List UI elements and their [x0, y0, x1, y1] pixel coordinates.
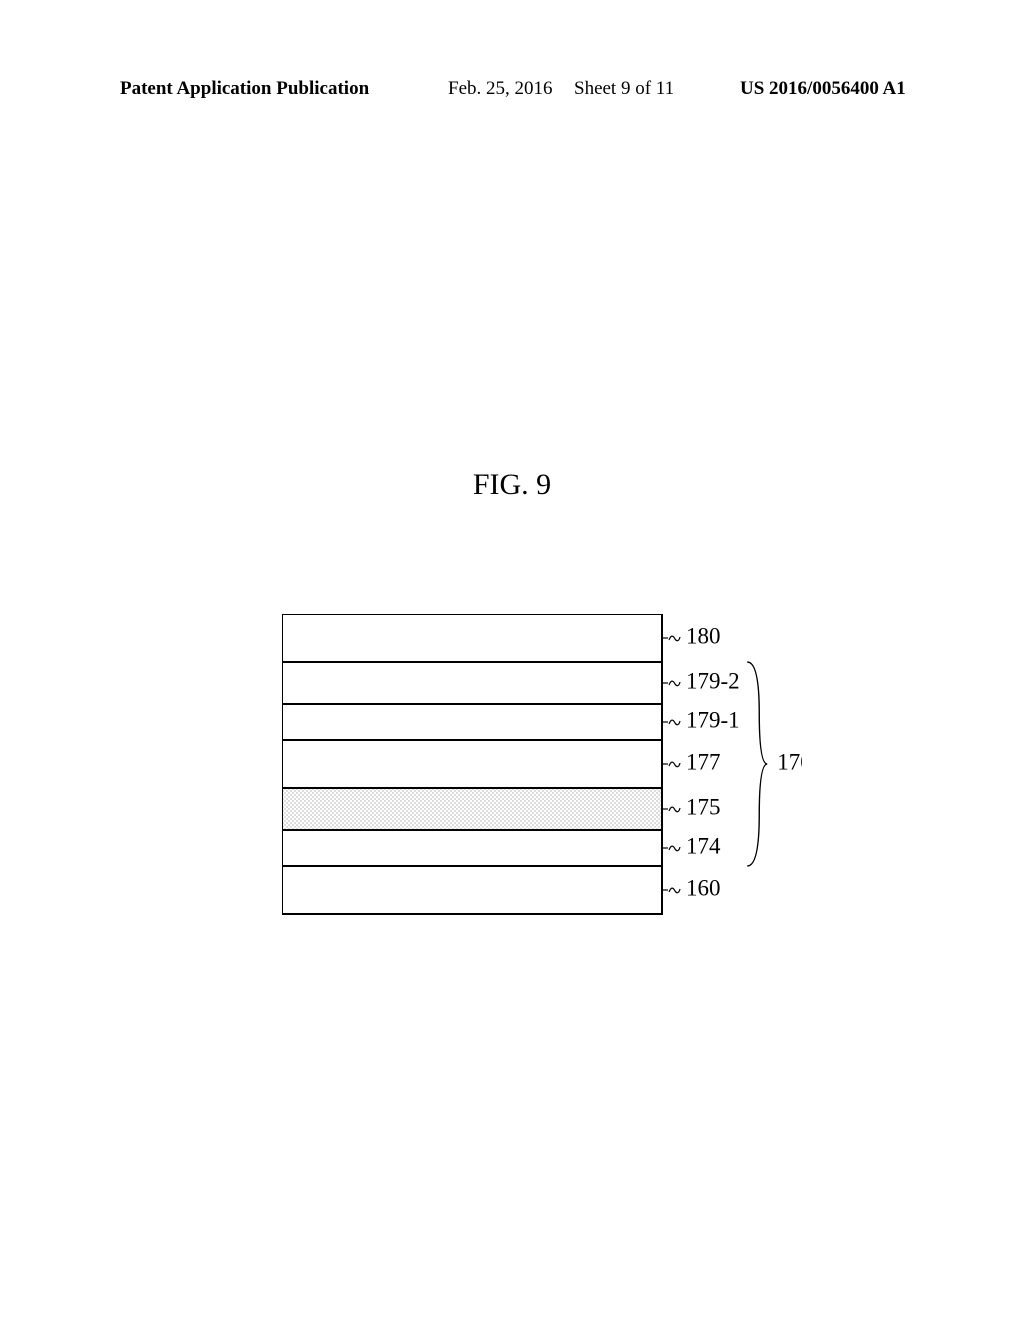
layer-174 — [282, 830, 662, 866]
layer-label-179-2: 179-2 — [686, 668, 740, 693]
layer-label-160: 160 — [686, 875, 721, 900]
layer-label-175: 175 — [686, 794, 721, 819]
layer-177 — [282, 740, 662, 788]
tilde-mark — [669, 846, 680, 851]
layer-label-174: 174 — [686, 833, 721, 858]
tilde-mark — [669, 888, 680, 893]
document-number: US 2016/0056400 A1 — [740, 78, 906, 100]
figure-title: FIG. 9 — [0, 468, 1024, 502]
layer-label-179-1: 179-1 — [686, 707, 740, 732]
layer-180 — [282, 614, 662, 662]
layer-175 — [282, 788, 662, 830]
tilde-mark — [669, 681, 680, 686]
tilde-mark — [669, 720, 680, 725]
publication-date: Feb. 25, 2016 — [448, 78, 553, 100]
tilde-mark — [669, 762, 680, 767]
tilde-mark — [669, 636, 680, 641]
publication-label: Patent Application Publication — [120, 78, 369, 100]
layer-160 — [282, 866, 662, 914]
group-label: 170 — [777, 749, 802, 774]
group-brace — [747, 662, 767, 866]
layer-179-1 — [282, 704, 662, 740]
layer-label-180: 180 — [686, 623, 721, 648]
layer-label-177: 177 — [686, 749, 721, 774]
layer-179-2 — [282, 662, 662, 704]
page: Patent Application Publication Feb. 25, … — [0, 0, 1024, 1320]
sheet-number: Sheet 9 of 11 — [574, 78, 674, 100]
layer-diagram: 180 179-2 179-1 177 175 174 160 170 — [282, 614, 802, 954]
tilde-mark — [669, 807, 680, 812]
